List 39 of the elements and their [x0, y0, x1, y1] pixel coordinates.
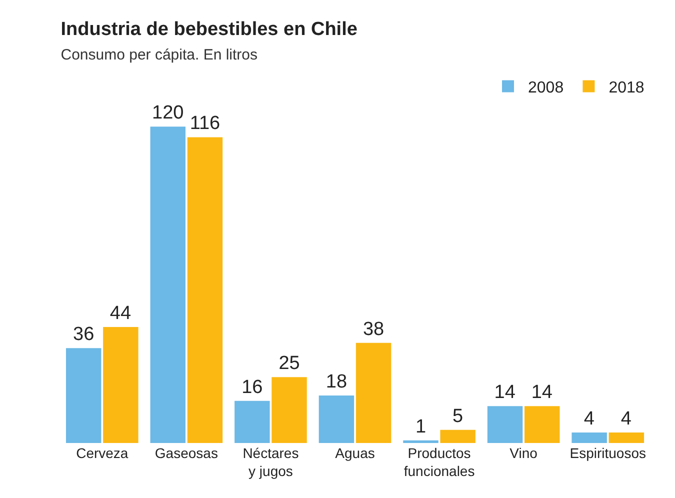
data-label: 4 [584, 408, 595, 430]
legend-label: 2008 [528, 79, 564, 96]
chart-title: Industria de bebestibles en Chile [60, 18, 358, 40]
data-label: 16 [242, 376, 263, 398]
bar [318, 396, 354, 443]
data-label: 38 [362, 318, 384, 340]
bar [403, 440, 438, 443]
data-label: 116 [190, 113, 220, 134]
bar [608, 432, 644, 443]
bar [66, 348, 102, 443]
bar [272, 377, 307, 443]
data-label: 4 [620, 408, 632, 430]
data-label: 120 [152, 102, 184, 124]
data-label: 18 [326, 372, 348, 393]
bar [187, 137, 223, 443]
x-tick-label: Gaseosas [154, 445, 218, 461]
bar [487, 406, 523, 443]
bar [440, 430, 476, 443]
x-tick-label: Cerveza [76, 445, 128, 461]
bar [150, 126, 186, 443]
data-label: 14 [531, 382, 553, 404]
x-tick-label: Espirituosos [570, 445, 646, 461]
legend-label: 2018 [608, 79, 644, 96]
data-label: 14 [494, 382, 516, 404]
bar [524, 406, 560, 443]
x-tick-label: Néctares y jugos [242, 445, 299, 480]
bar [572, 432, 607, 443]
x-tick-label: Productos funcionales [404, 445, 475, 480]
x-tick-label: Aguas [335, 445, 375, 461]
data-label: 1 [415, 416, 426, 438]
data-label: 44 [110, 303, 132, 324]
x-tick-label: Vino [510, 445, 538, 461]
chart-subtitle: Consumo per cápita. En litros [60, 46, 258, 64]
data-label: 5 [452, 406, 464, 427]
bar [356, 342, 392, 443]
bar [234, 400, 270, 443]
bar [103, 327, 138, 443]
data-label: 36 [73, 324, 94, 346]
data-label: 25 [278, 353, 300, 374]
